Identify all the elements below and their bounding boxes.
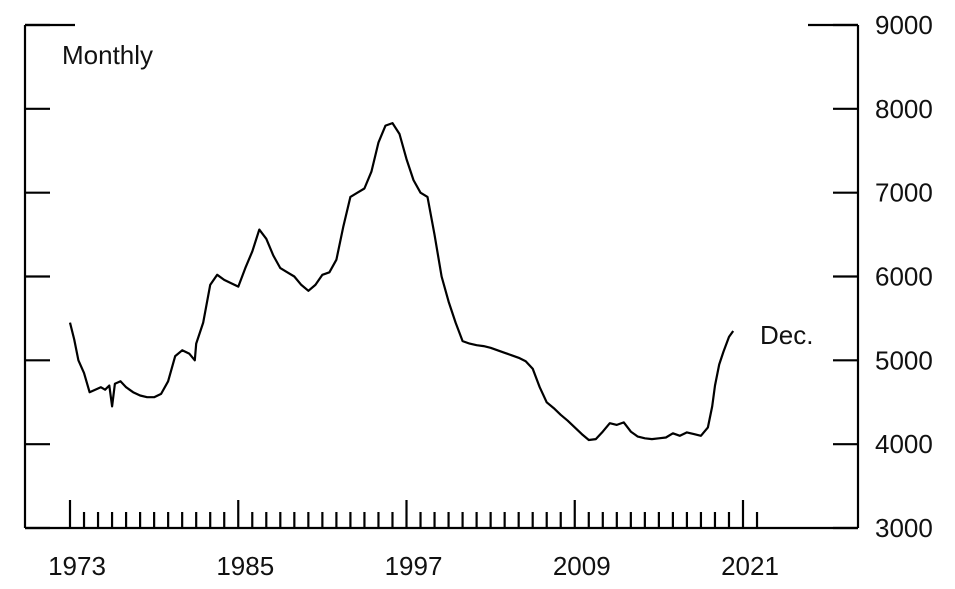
x-tick-label: 2021 xyxy=(721,551,779,581)
tick-marks xyxy=(25,23,858,530)
y-tick-label: 7000 xyxy=(875,178,933,208)
x-tick-label: 2009 xyxy=(553,551,611,581)
y-tick-label: 9000 xyxy=(875,10,933,40)
y-tick-label: 8000 xyxy=(875,94,933,124)
end-label: Dec. xyxy=(760,320,813,350)
frequency-label: Monthly xyxy=(62,40,153,70)
x-tick-label: 1997 xyxy=(385,551,443,581)
x-tick-label: 1973 xyxy=(48,551,106,581)
y-tick-label: 6000 xyxy=(875,262,933,292)
series-layer xyxy=(68,122,735,442)
y-tick-label: 3000 xyxy=(875,513,933,543)
tick-labels: 3000 4000 5000 6000 7000 8000 9000 1973 1985 1997… xyxy=(48,10,933,581)
y-tick-label: 4000 xyxy=(875,429,933,459)
y-tick-label: 5000 xyxy=(875,345,933,375)
x-tick-label: 1985 xyxy=(216,551,274,581)
series-line xyxy=(68,122,735,442)
